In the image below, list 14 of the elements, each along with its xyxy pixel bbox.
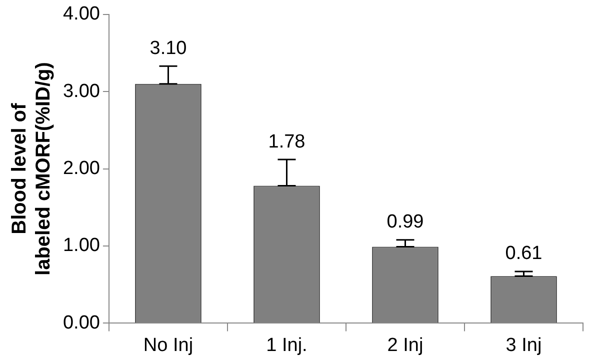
data-label: 0.61 [505,243,542,264]
x-tick-label: 2 Inj [387,334,424,356]
y-tick-label: 2.00 [62,158,100,180]
x-tick-label: No Inj [143,334,194,356]
data-label: 3.10 [150,38,187,59]
x-tick-label: 3 Inj [506,334,542,356]
x-tick-label: 1 Inj. [266,334,308,356]
y-tick-label: 4.00 [62,4,100,25]
y-axis-title: Blood level of labeled cMORF(%ID/g) [8,62,55,276]
y-tick-label: 3.00 [62,80,100,102]
y-tick-label: 1.00 [62,235,100,256]
data-label: 1.78 [268,131,306,152]
data-label: 0.99 [386,212,424,233]
y-tick-label: 0.00 [62,312,100,334]
